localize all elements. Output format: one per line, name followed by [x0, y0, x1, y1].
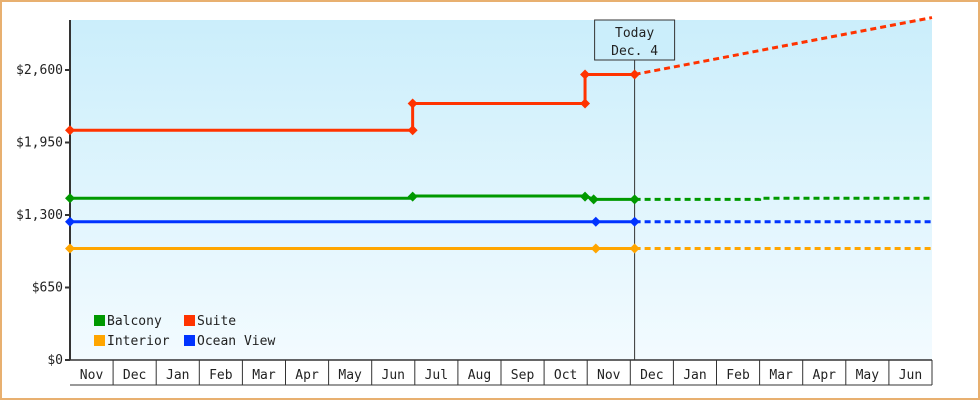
- data-point-balcony: [629, 194, 640, 205]
- x-tick-label: Nov: [597, 368, 621, 383]
- x-tick-label: Mar: [252, 368, 276, 383]
- x-tick-label: Jun: [899, 368, 922, 383]
- data-point-suite: [65, 125, 75, 136]
- data-point-suite: [629, 69, 640, 80]
- today-box: [594, 19, 676, 61]
- x-tick-label: Aug: [468, 368, 491, 383]
- data-point-suite: [580, 98, 591, 109]
- x-tick-label: Apr: [813, 368, 837, 383]
- data-point-balcony: [580, 191, 591, 202]
- x-tick-label: Dec: [123, 368, 146, 383]
- x-tick-label: Jun: [382, 368, 405, 383]
- data-point-balcony: [65, 193, 75, 204]
- y-tick-label: $1,950: [16, 136, 63, 151]
- x-tick-label: Jan: [166, 368, 189, 383]
- data-point-suite: [580, 69, 591, 80]
- data-point-suite: [407, 125, 418, 136]
- x-tick-label: Nov: [80, 368, 104, 383]
- data-point-interior: [590, 243, 601, 254]
- legend-swatch-interior: [94, 335, 105, 346]
- y-tick-label: $1,300: [16, 208, 63, 223]
- x-tick-label: Feb: [209, 368, 233, 383]
- plot-area: [70, 20, 932, 360]
- x-tick-label: Oct: [554, 368, 577, 383]
- legend-swatch-balcony: [94, 315, 105, 326]
- x-tick-label: Sep: [511, 368, 535, 383]
- data-point-balcony: [407, 191, 418, 202]
- legend-label-interior: Interior: [107, 334, 170, 349]
- x-tick-label: Jan: [683, 368, 706, 383]
- x-tick-label: Apr: [295, 368, 319, 383]
- legend-swatch-ocean-view: [184, 335, 195, 346]
- data-point-interior: [629, 243, 640, 254]
- x-tick-label: Jul: [425, 368, 448, 383]
- y-tick-label: $0: [47, 353, 63, 368]
- today-label: Today: [615, 26, 654, 41]
- x-tick-label: Dec: [640, 368, 663, 383]
- data-point-balcony: [588, 194, 599, 205]
- series-line-balcony: [70, 194, 635, 201]
- series-line-suite: [70, 72, 635, 132]
- data-point-interior: [65, 243, 75, 254]
- series-projection-balcony: [634, 196, 932, 201]
- data-point-ocean-view: [629, 216, 640, 227]
- x-tick-label: May: [856, 368, 880, 383]
- x-tick-label: May: [338, 368, 362, 383]
- x-tick-label: Mar: [769, 368, 793, 383]
- today-date: Dec. 4: [611, 44, 658, 59]
- data-point-ocean-view: [65, 216, 75, 227]
- y-tick-label: $650: [32, 281, 63, 296]
- x-tick-label: Feb: [726, 368, 750, 383]
- y-tick-label: $2,600: [16, 63, 63, 78]
- data-point-suite: [407, 98, 418, 109]
- legend-label-balcony: Balcony: [107, 314, 162, 329]
- legend-label-ocean-view: Ocean View: [197, 334, 275, 349]
- legend-swatch-suite: [184, 315, 195, 326]
- legend-label-suite: Suite: [197, 314, 236, 329]
- data-point-ocean-view: [590, 216, 601, 227]
- series-projection-suite: [634, 16, 933, 76]
